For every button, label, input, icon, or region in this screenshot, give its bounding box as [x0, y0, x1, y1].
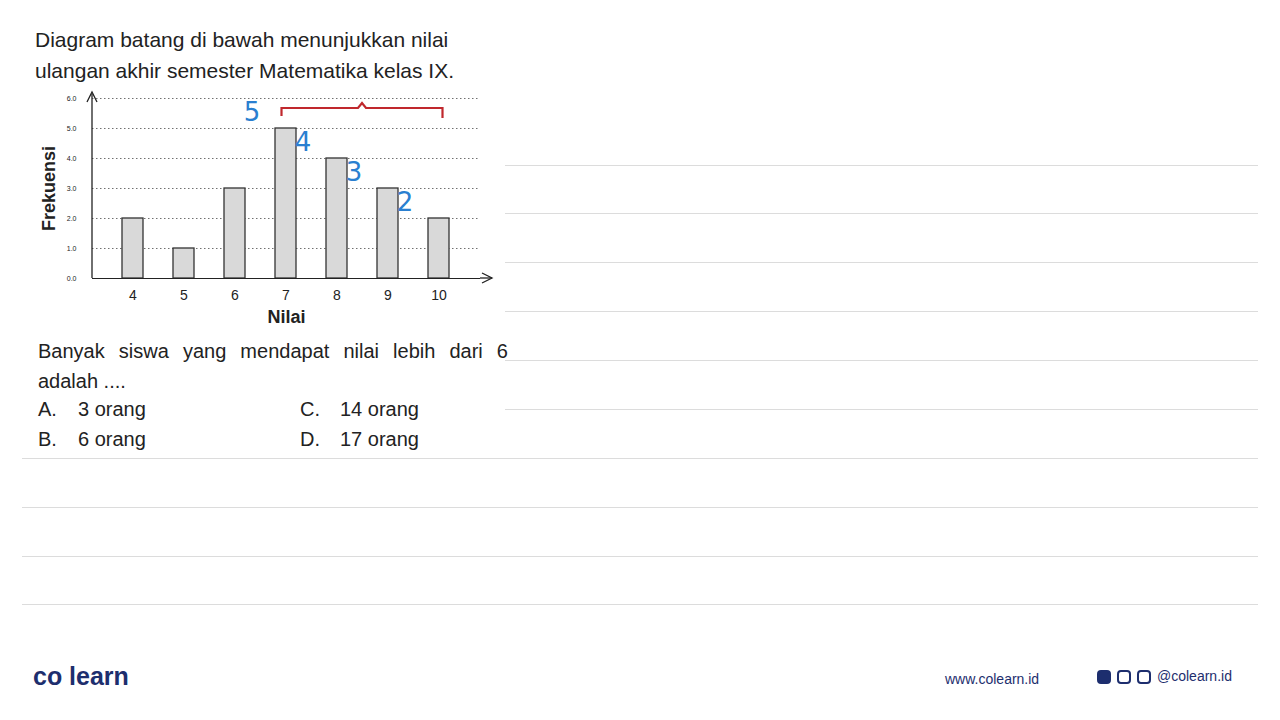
svg-text:4: 4 — [295, 127, 312, 157]
html-text:6 orang: 6 orang — [78, 428, 146, 450]
svg-text:6: 6 — [231, 287, 239, 303]
svg-text:5: 5 — [244, 97, 261, 127]
svg-text:Frekuensi: Frekuensi — [39, 146, 59, 231]
html-text:Diagram batang di bawah menunj: Diagram batang di bawah menunjukkan nila… — [35, 28, 454, 82]
svg-text:9: 9 — [384, 287, 392, 303]
html-text:17 orang: 17 orang — [340, 428, 419, 450]
svg-text:0.0: 0.0 — [67, 275, 77, 282]
html-text:www.colearn.id: www.colearn.id — [945, 671, 1040, 687]
html-text:Banyak siswa yang mendapat nil: Banyak siswa yang mendapat nilai lebih d… — [38, 340, 508, 392]
svg-text:3.0: 3.0 — [67, 185, 77, 192]
svg-text:10: 10 — [431, 287, 447, 303]
svg-text:5.0: 5.0 — [67, 125, 77, 132]
html-text:A.: A. — [38, 398, 57, 420]
html-text:@colearn.id: @colearn.id — [1157, 668, 1232, 684]
svg-text:3: 3 — [346, 157, 363, 187]
svg-text:5: 5 — [180, 287, 188, 303]
svg-text:1.0: 1.0 — [67, 245, 77, 252]
svg-text:2.0: 2.0 — [67, 215, 77, 222]
svg-text:8: 8 — [333, 287, 341, 303]
html-text:14 orang: 14 orang — [340, 398, 419, 420]
html-text:3 orang: 3 orang — [78, 398, 146, 420]
svg-text:4: 4 — [129, 287, 137, 303]
svg-text:Nilai: Nilai — [267, 307, 305, 327]
svg-text:6.0: 6.0 — [67, 95, 77, 102]
svg-text:4.0: 4.0 — [67, 155, 77, 162]
html-text:C.: C. — [300, 398, 320, 420]
svg-text:7: 7 — [282, 287, 290, 303]
svg-text:2: 2 — [397, 187, 414, 217]
html-text:B.: B. — [38, 428, 57, 450]
html-text:D.: D. — [300, 428, 320, 450]
html-text:co learn: co learn — [33, 662, 129, 690]
